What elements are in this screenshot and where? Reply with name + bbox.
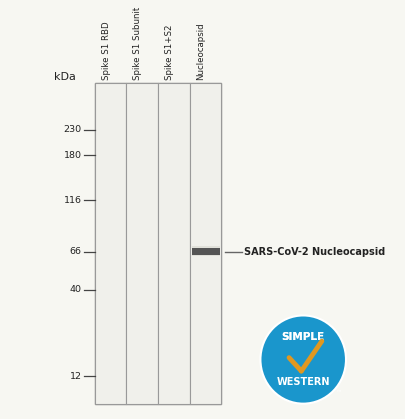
Text: 230: 230 [64, 125, 82, 134]
FancyBboxPatch shape [95, 83, 222, 403]
Text: Spike S1+S2: Spike S1+S2 [165, 25, 174, 80]
Text: 12: 12 [70, 372, 82, 381]
FancyBboxPatch shape [126, 83, 158, 403]
Text: 116: 116 [64, 196, 82, 205]
Text: Spike S1 RBD: Spike S1 RBD [102, 22, 111, 80]
FancyBboxPatch shape [158, 83, 190, 403]
Text: SIMPLE: SIMPLE [281, 331, 325, 341]
Text: 40: 40 [70, 285, 82, 295]
FancyBboxPatch shape [192, 246, 220, 256]
FancyBboxPatch shape [190, 83, 222, 403]
FancyBboxPatch shape [95, 83, 126, 403]
Text: 66: 66 [70, 247, 82, 256]
Text: kDa: kDa [54, 72, 76, 82]
Text: 180: 180 [64, 151, 82, 160]
FancyBboxPatch shape [192, 248, 220, 256]
Text: SIMPLE: SIMPLE [281, 331, 325, 341]
Text: Spike S1 Subunit: Spike S1 Subunit [133, 7, 142, 80]
Text: SARS-CoV-2 Nucleocapsid: SARS-CoV-2 Nucleocapsid [244, 246, 385, 256]
Text: WESTERN: WESTERN [277, 378, 330, 388]
Circle shape [260, 316, 346, 403]
Text: Nucleocapsid: Nucleocapsid [196, 23, 206, 80]
Text: ™: ™ [335, 391, 341, 396]
